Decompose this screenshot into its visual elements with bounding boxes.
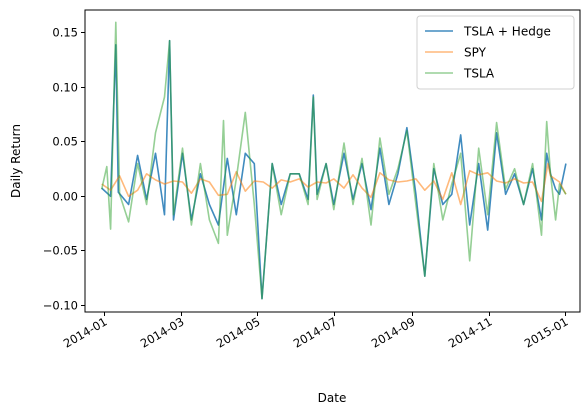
x-tick-label: 2014-09: [369, 314, 418, 350]
series-line-spy: [101, 162, 567, 206]
x-tick-label: 2014-03: [138, 314, 187, 350]
plot-frame: [84, 9, 581, 313]
y-axis: 0.15 0.10 0.05 0.00 −0.05 −0.10 Daily Re…: [9, 26, 85, 313]
y-tick-0.00: 0.00: [52, 190, 85, 204]
x-axis-title: Date: [318, 391, 347, 405]
y-tick-0.10: 0.10: [52, 81, 85, 95]
y-tick-0.15: 0.15: [52, 26, 85, 40]
x-tick-2014-07: 2014-07: [291, 312, 340, 351]
x-tick-2014-09: 2014-09: [369, 312, 418, 351]
x-tick-2014-05: 2014-05: [214, 312, 263, 351]
series-line-tsla: [100, 21, 567, 300]
x-tick-label: 2014-07: [291, 314, 340, 350]
y-tick-label: −0.05: [43, 244, 78, 258]
y-tick-label: 0.00: [52, 190, 78, 204]
y-tick-label: −0.10: [43, 299, 78, 313]
x-tick-label: 2014-01: [61, 314, 110, 350]
x-tick-2014-03: 2014-03: [138, 312, 187, 351]
y-tick-label: 0.05: [52, 135, 78, 149]
x-tick-2014-01: 2014-01: [61, 312, 110, 351]
y-tick-neg-0.05: −0.05: [43, 244, 85, 258]
y-tick-label: 0.10: [52, 81, 78, 95]
y-tick-neg-0.10: −0.10: [43, 299, 85, 313]
legend-entry-tsla-hedge: TSLA + Hedge: [425, 25, 551, 39]
legend-label: TSLA + Hedge: [463, 25, 551, 39]
legend-label: TSLA: [463, 67, 495, 81]
x-tick-label: 2014-05: [214, 314, 263, 350]
legend-entry-tsla: TSLA: [425, 67, 495, 81]
y-axis-title: Daily Return: [9, 124, 23, 198]
legend-label: SPY: [464, 46, 487, 60]
x-tick-2015-01: 2015-01: [522, 312, 571, 351]
legend: TSLA + Hedge SPY TSLA: [416, 15, 575, 90]
legend-box: [416, 15, 575, 90]
x-tick-label: 2014-11: [446, 314, 495, 350]
y-tick-label: 0.15: [52, 26, 78, 40]
x-axis: 2014-01 2014-03 2014-05 2014-07 2014-09 …: [61, 312, 571, 405]
x-tick-label: 2015-01: [522, 314, 571, 350]
series-layer: [100, 21, 567, 300]
x-tick-2014-11: 2014-11: [446, 312, 495, 351]
y-tick-0.05: 0.05: [52, 135, 85, 149]
legend-entry-spy: SPY: [425, 46, 487, 60]
